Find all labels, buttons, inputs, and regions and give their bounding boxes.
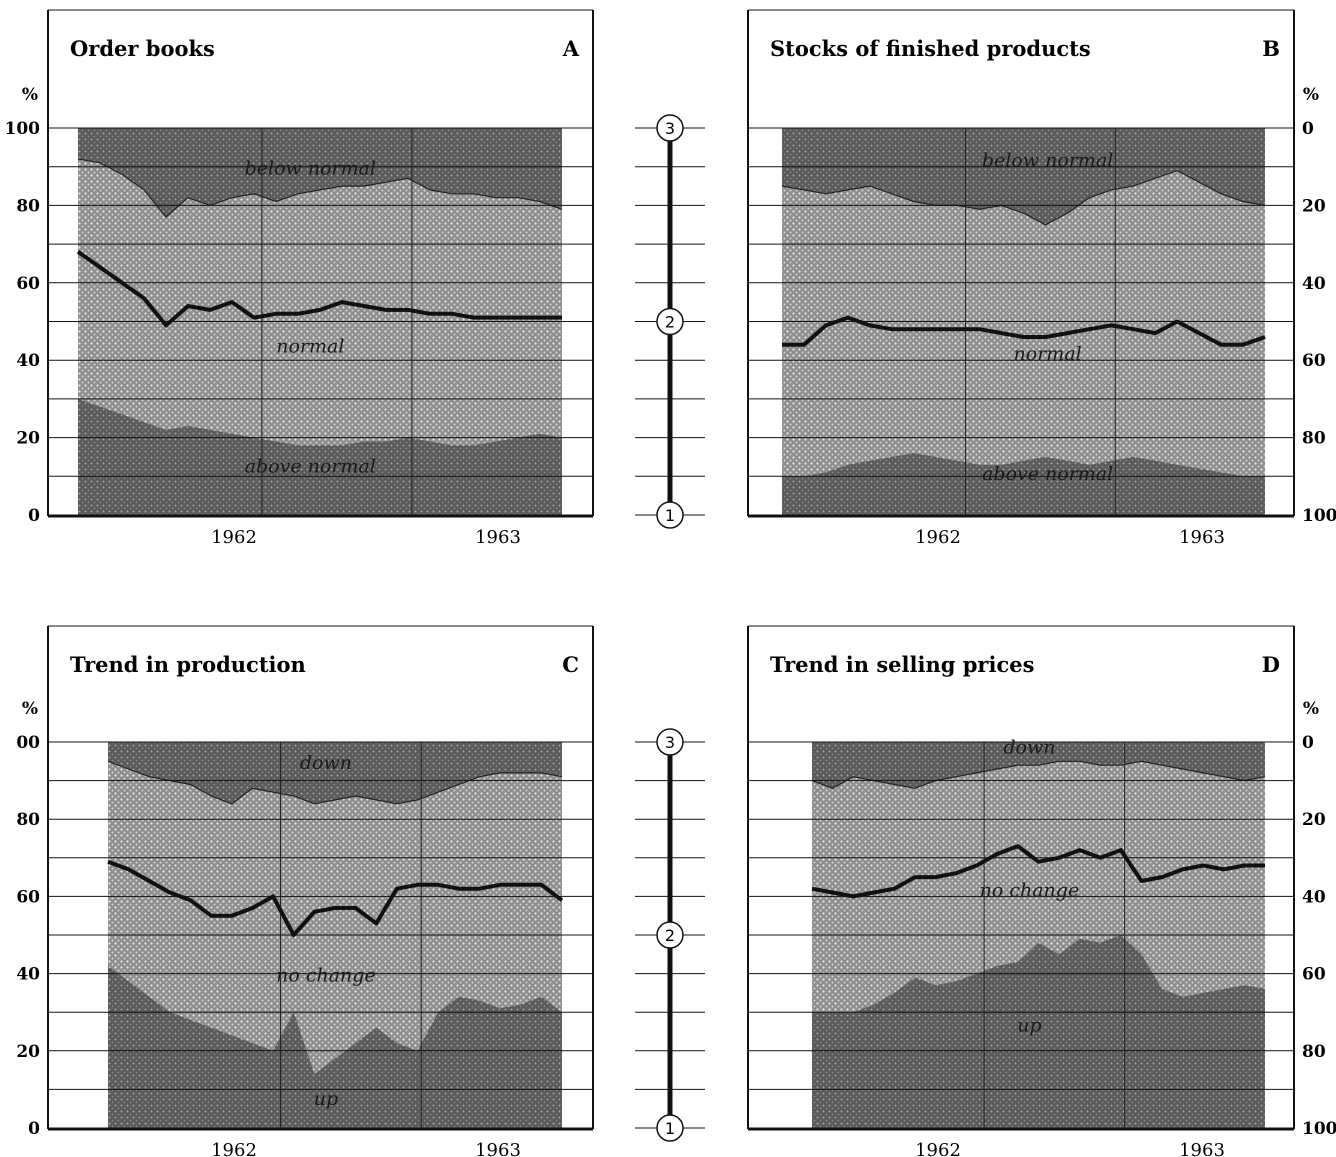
y-tick-label: 20 [1302, 810, 1326, 830]
band-boundary-top [781, 169, 1266, 226]
panel-title: Trend in production [70, 652, 306, 677]
y-tick-label: 80 [1302, 429, 1326, 449]
scale-marker [656, 501, 684, 529]
y-tick-label: 00 [16, 733, 40, 753]
y-tick-label: 40 [16, 351, 40, 371]
band-label: up [1017, 1015, 1041, 1037]
band-label: below normal [245, 157, 376, 179]
panel-b: Stocks of finished products B% 0 20 40 60 80 10… [747, 9, 1336, 548]
band-bottom [782, 453, 1265, 515]
y-tick-label: 60 [16, 887, 40, 907]
y-tick-label: 80 [16, 810, 40, 830]
y-tick-label: 0 [28, 1119, 40, 1139]
y-tick-label: 60 [1302, 965, 1326, 985]
y-axis-unit: % [22, 85, 38, 105]
x-tick-label: 1962 [915, 527, 961, 548]
y-axis-unit: % [22, 699, 38, 719]
scale-marker-label: 1 [665, 1119, 675, 1138]
y-tick-label: 60 [1302, 351, 1326, 371]
scale-marker-label: 2 [665, 313, 675, 332]
balance-line [782, 315, 1266, 347]
panel-letter: A [562, 36, 580, 61]
band-bottom [108, 965, 562, 1128]
x-tick-label: 1963 [1179, 1140, 1225, 1157]
panel-title: Trend in selling prices [770, 652, 1034, 677]
panel-a: Order books A% 0 20 40 60 80 100 1962 1963 below n… [5, 9, 594, 548]
band-label: down [1003, 737, 1055, 759]
scale-marker [656, 114, 684, 142]
band-label: no change [980, 879, 1080, 901]
scale-marker-label: 2 [665, 926, 675, 945]
band-label: no change [276, 964, 376, 986]
band-boundary-top [107, 760, 563, 805]
balance-line [76, 250, 562, 328]
scale-marker [656, 1114, 684, 1142]
y-tick-label: 40 [1302, 887, 1326, 907]
scale-marker [656, 728, 684, 756]
scale-marker-label: 3 [665, 119, 675, 138]
balance-line [107, 859, 564, 937]
band-boundary-top [811, 760, 1266, 789]
y-axis-unit: % [1303, 699, 1319, 719]
band-label: up [314, 1088, 338, 1110]
band-top [782, 128, 1265, 225]
band-label: above normal [982, 463, 1113, 485]
band-bottom [78, 398, 562, 515]
panel-title: Stocks of finished products [770, 36, 1091, 61]
scale-column-1: 3 2 1 [635, 114, 705, 529]
panel-letter: B [1262, 36, 1280, 61]
y-tick-label: 40 [16, 965, 40, 985]
band-label: down [300, 752, 352, 774]
x-tick-label: 1963 [475, 1140, 521, 1157]
y-tick-label: 20 [16, 1042, 40, 1062]
y-tick-label: 80 [1302, 1042, 1326, 1062]
y-tick-label: 0 [1302, 119, 1314, 139]
panel-d: Trend in selling prices D% 0 20 40 60 80 100 196… [747, 625, 1336, 1157]
y-tick-label: 40 [1302, 274, 1326, 294]
scale-marker-label: 1 [665, 506, 675, 525]
y-tick-label: 100 [1302, 1119, 1336, 1139]
scale-marker [656, 921, 684, 949]
y-tick-label: 80 [16, 196, 40, 216]
y-axis-unit: % [1303, 85, 1319, 105]
y-tick-label: 100 [1302, 506, 1336, 526]
band-label: normal [1014, 343, 1082, 365]
panel-title: Order books [70, 36, 215, 61]
band-label: normal [276, 335, 344, 357]
y-tick-label: 100 [5, 119, 41, 139]
scale-column-2: 3 2 1 [635, 728, 705, 1142]
x-tick-label: 1962 [211, 1140, 257, 1157]
x-tick-label: 1962 [915, 1140, 961, 1157]
y-tick-label: 20 [16, 429, 40, 449]
band-bottom [812, 935, 1265, 1128]
balance-line [811, 844, 1265, 899]
band-label: above normal [245, 455, 376, 477]
panel-letter: C [562, 652, 579, 677]
scale-marker-label: 3 [665, 733, 675, 752]
y-tick-label: 20 [1302, 196, 1326, 216]
x-tick-label: 1963 [475, 527, 521, 548]
band-label: below normal [982, 150, 1113, 172]
x-tick-label: 1963 [1179, 527, 1225, 548]
band-top [78, 128, 562, 217]
band-boundary-top [77, 158, 563, 218]
panel-c: Trend in production C% 0 20 40 60 80 00 1962 1963… [16, 625, 594, 1157]
y-tick-label: 0 [1302, 733, 1314, 753]
y-tick-label: 60 [16, 274, 40, 294]
x-tick-label: 1962 [211, 527, 257, 548]
scale-marker [656, 307, 684, 336]
panel-letter: D [1262, 652, 1280, 677]
y-tick-label: 0 [28, 506, 40, 526]
